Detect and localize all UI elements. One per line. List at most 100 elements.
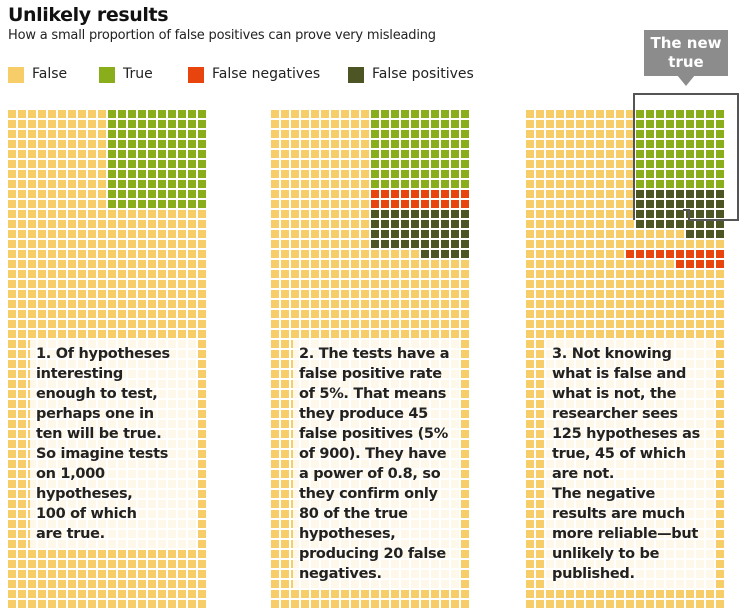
waffle-cell-false (706, 330, 714, 338)
waffle-cell-false (676, 590, 684, 598)
waffle-cell-false (271, 490, 279, 498)
waffle-cell-true (636, 170, 644, 178)
waffle-cell-false (8, 330, 16, 338)
waffle-cell-false (626, 600, 634, 608)
waffle-cell-true (431, 140, 439, 148)
waffle-cell-true (461, 180, 469, 188)
waffle-cell-true (461, 150, 469, 158)
waffle-cell-false (526, 230, 534, 238)
waffle-cell-true (148, 160, 156, 168)
panel-text-line: false positives (5% (299, 426, 448, 442)
waffle-cell-false (716, 560, 724, 568)
waffle-cell-false-positives (656, 220, 664, 228)
waffle-cell-false (168, 600, 176, 608)
waffle-cell-false (606, 330, 614, 338)
waffle-cell-false (291, 200, 299, 208)
panel-3-text: 3. Not knowing what is false and what is… (546, 340, 714, 590)
panel-text-line: more reliable—but (552, 526, 699, 542)
waffle-cell-false (556, 180, 564, 188)
waffle-cell-true (138, 180, 146, 188)
waffle-cell-false (58, 290, 66, 298)
waffle-cell-false (311, 330, 319, 338)
chart-subtitle: How a small proportion of false positive… (8, 28, 436, 43)
waffle-cell-false (128, 330, 136, 338)
waffle-cell-false (461, 300, 469, 308)
waffle-cell-false (271, 270, 279, 278)
waffle-cell-false (536, 430, 544, 438)
waffle-cell-false (8, 230, 16, 238)
waffle-cell-false (606, 290, 614, 298)
waffle-cell-false (351, 190, 359, 198)
waffle-cell-true (421, 130, 429, 138)
waffle-cell-true (118, 160, 126, 168)
waffle-cell-false (461, 510, 469, 518)
waffle-cell-false (301, 150, 309, 158)
waffle-cell-true (371, 140, 379, 148)
waffle-cell-false (461, 450, 469, 458)
waffle-cell-false (546, 260, 554, 268)
waffle-cell-false (461, 480, 469, 488)
waffle-cell-true (118, 110, 126, 118)
waffle-cell-false-positives (676, 190, 684, 198)
waffle-cell-false (48, 120, 56, 128)
waffle-cell-false (148, 210, 156, 218)
waffle-cell-false (606, 130, 614, 138)
waffle-cell-true (138, 130, 146, 138)
waffle-cell-false-negatives (391, 200, 399, 208)
waffle-cell-true (706, 120, 714, 128)
waffle-cell-false (391, 310, 399, 318)
waffle-cell-false (8, 390, 16, 398)
waffle-cell-false (546, 310, 554, 318)
waffle-cell-false (18, 590, 26, 598)
waffle-cell-false (198, 270, 206, 278)
waffle-cell-false (198, 440, 206, 448)
waffle-cell-false (148, 570, 156, 578)
waffle-cell-false (351, 220, 359, 228)
waffle-cell-false (526, 530, 534, 538)
waffle-cell-false (281, 540, 289, 548)
waffle-cell-false (281, 390, 289, 398)
waffle-cell-false (361, 280, 369, 288)
waffle-cell-false (291, 300, 299, 308)
waffle-cell-false (28, 320, 36, 328)
waffle-cell-false (38, 230, 46, 238)
waffle-cell-false (536, 130, 544, 138)
waffle-cell-false (301, 300, 309, 308)
waffle-cell-false (526, 460, 534, 468)
waffle-cell-false (28, 300, 36, 308)
waffle-cell-false (636, 260, 644, 268)
waffle-cell-false (118, 310, 126, 318)
waffle-cell-false (596, 300, 604, 308)
waffle-cell-false (686, 320, 694, 328)
waffle-cell-true (381, 140, 389, 148)
waffle-cell-false (321, 130, 329, 138)
waffle-cell-false (8, 350, 16, 358)
waffle-cell-false (178, 230, 186, 238)
waffle-cell-false (391, 280, 399, 288)
waffle-cell-false (198, 210, 206, 218)
waffle-cell-false (18, 140, 26, 148)
waffle-cell-false (361, 180, 369, 188)
waffle-cell-false (696, 270, 704, 278)
waffle-cell-false (401, 270, 409, 278)
waffle-cell-false (68, 590, 76, 598)
waffle-cell-false (341, 320, 349, 328)
waffle-cell-false (716, 490, 724, 498)
waffle-cell-false (566, 240, 574, 248)
waffle-cell-false (421, 330, 429, 338)
waffle-cell-false (716, 460, 724, 468)
waffle-cell-false (198, 420, 206, 428)
waffle-cell-false (78, 280, 86, 288)
waffle-cell-false (28, 210, 36, 218)
waffle-cell-false (461, 330, 469, 338)
waffle-cell-false (351, 160, 359, 168)
waffle-cell-true (686, 170, 694, 178)
waffle-cell-false (546, 190, 554, 198)
waffle-cell-false (371, 290, 379, 298)
waffle-cell-false (411, 300, 419, 308)
waffle-cell-true (178, 110, 186, 118)
waffle-cell-false (78, 210, 86, 218)
panel-text-line: what is not, the (552, 386, 677, 402)
waffle-cell-false (576, 310, 584, 318)
waffle-cell-false (566, 590, 574, 598)
